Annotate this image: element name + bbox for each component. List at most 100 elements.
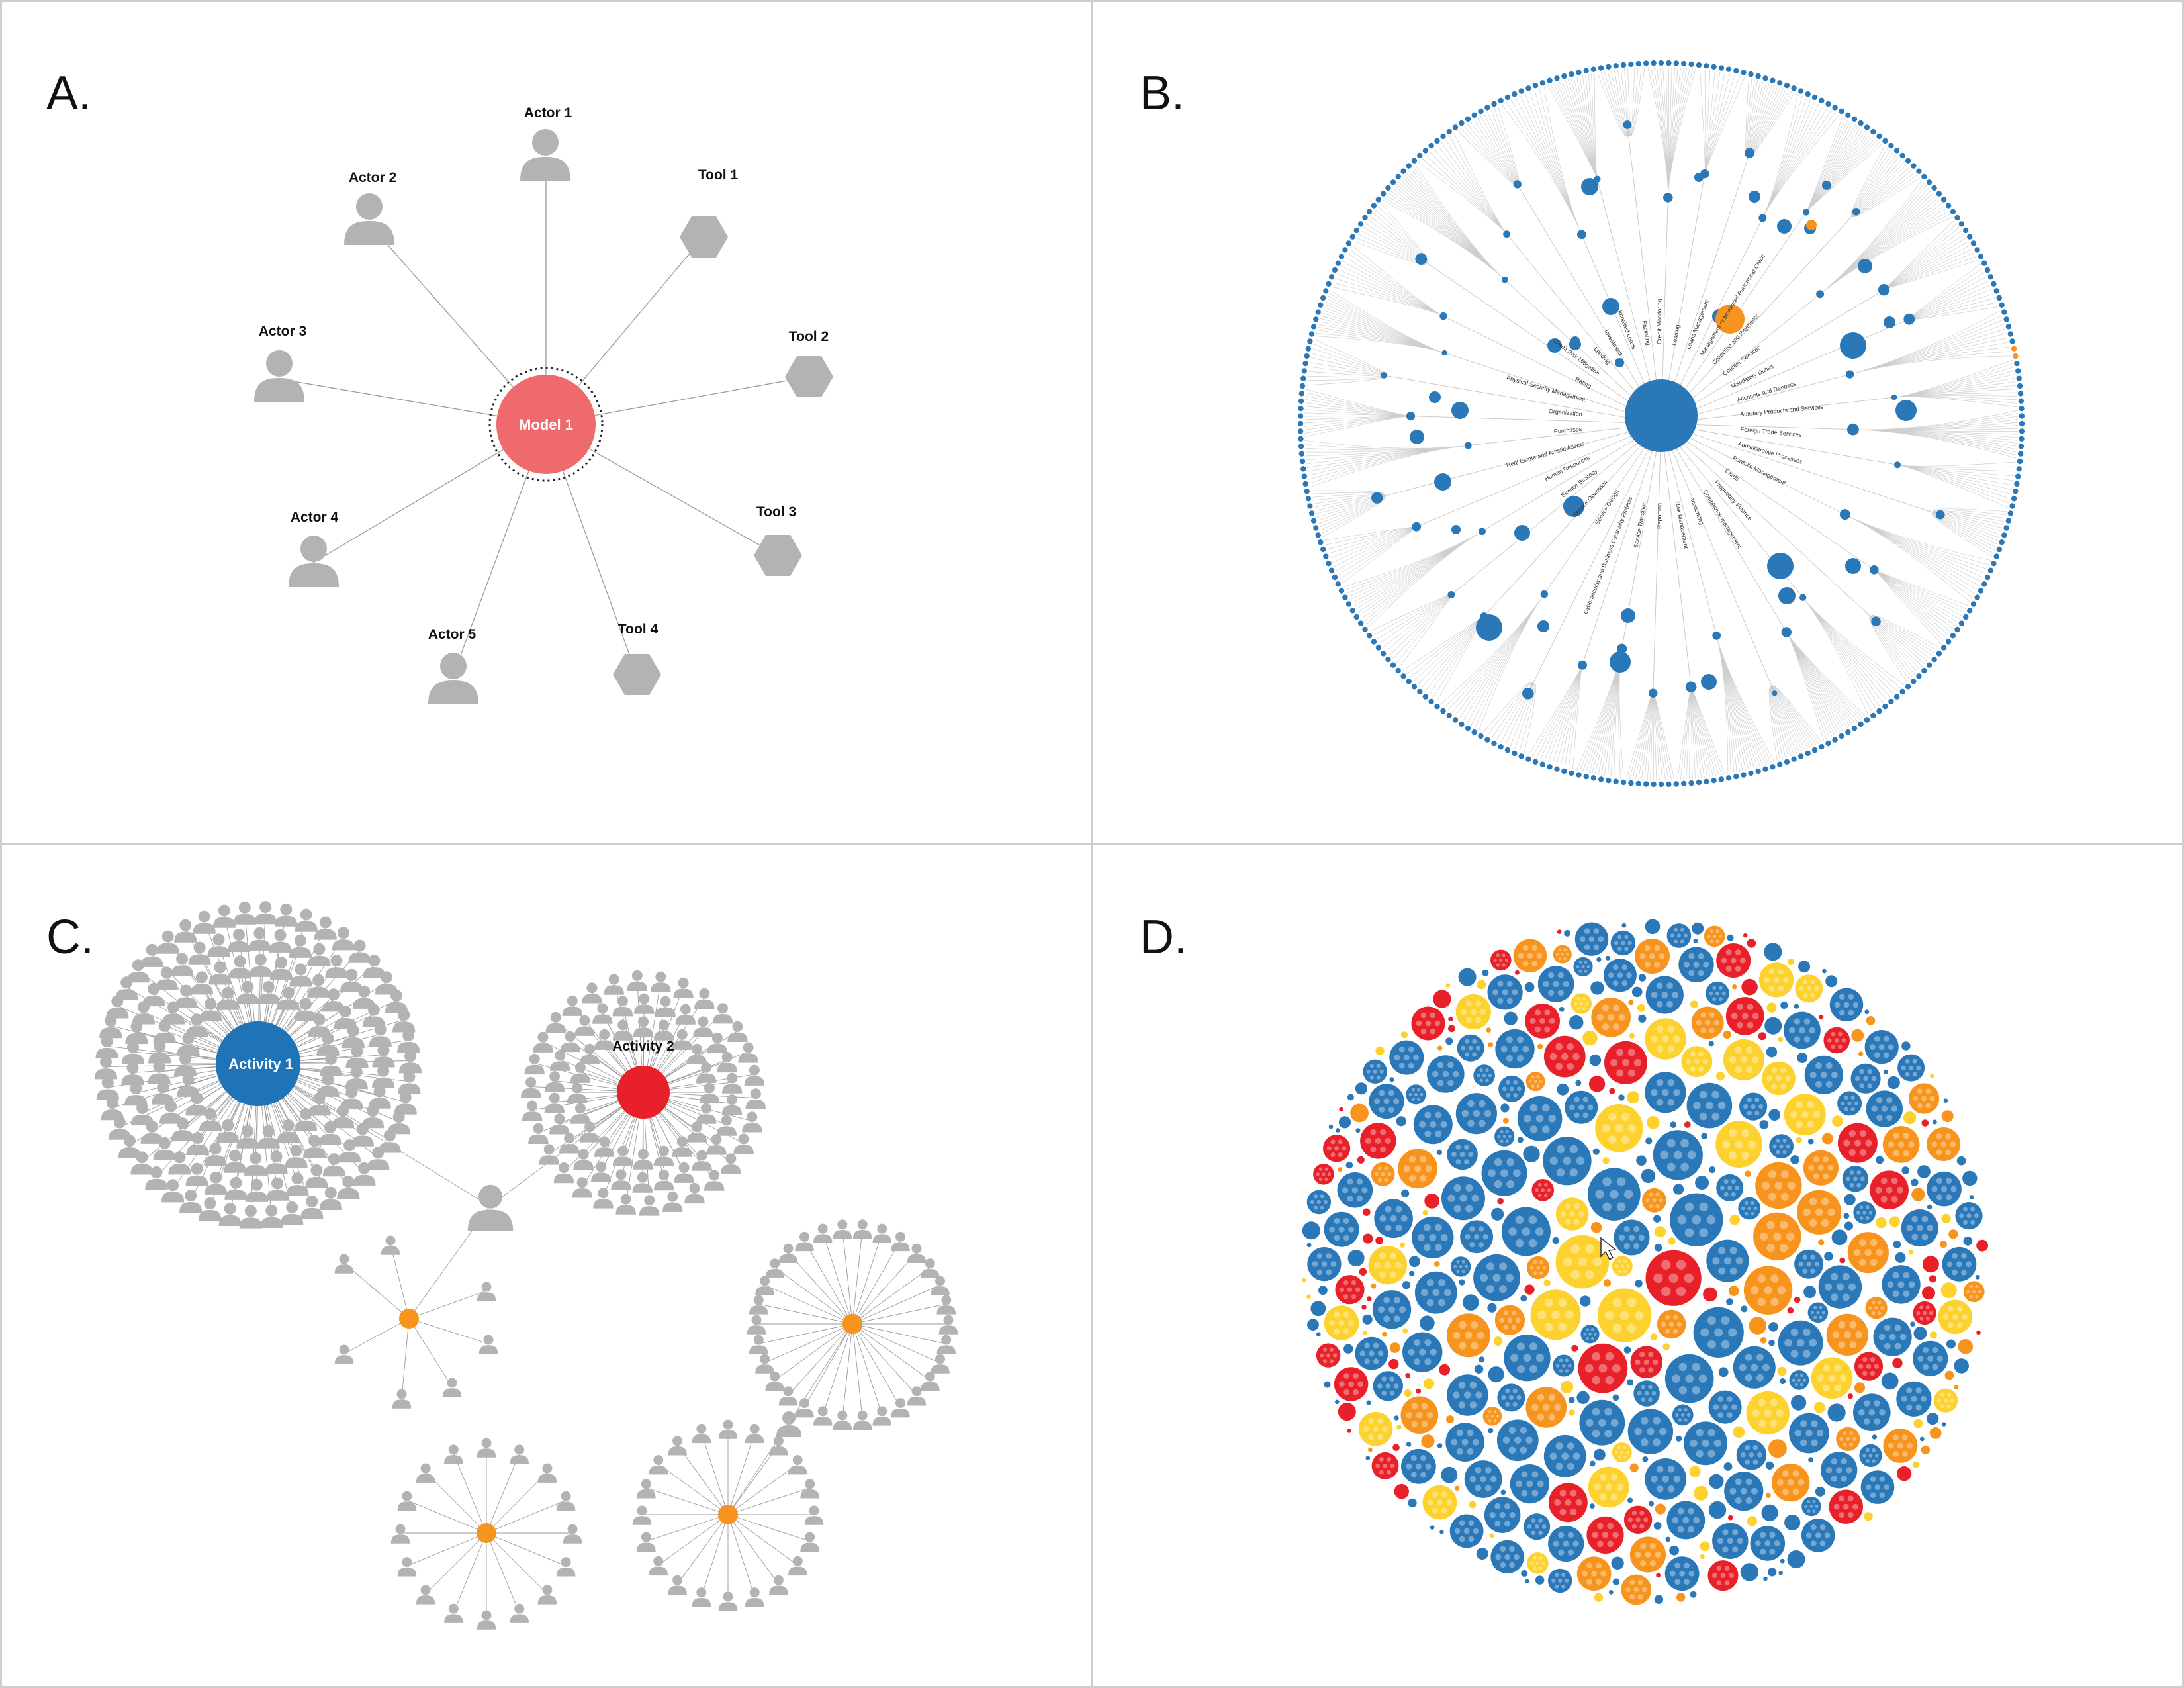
packed-circle[interactable] <box>1553 945 1572 964</box>
leaf-node[interactable] <box>1620 779 1627 786</box>
branch-node[interactable] <box>1799 594 1807 601</box>
packed-circle[interactable] <box>1609 1088 1615 1094</box>
person-icon[interactable] <box>694 988 715 1009</box>
packed-circle[interactable] <box>1975 1274 1980 1280</box>
leaf-node[interactable] <box>1658 60 1664 66</box>
packed-circle[interactable] <box>1664 1556 1700 1591</box>
person-icon[interactable] <box>634 993 655 1014</box>
packed-circle[interactable] <box>1590 1222 1602 1233</box>
packed-circle[interactable] <box>1653 1522 1662 1530</box>
leaf-node[interactable] <box>1323 288 1329 294</box>
leaf-node[interactable] <box>1870 712 1876 719</box>
leaf-node[interactable] <box>1839 108 1844 115</box>
packed-circle[interactable] <box>1767 1568 1777 1577</box>
leaf-node[interactable] <box>1569 71 1574 77</box>
packed-circle[interactable] <box>1703 1287 1717 1302</box>
leaf-node[interactable] <box>1916 168 1922 174</box>
packed-circle[interactable] <box>1739 1092 1768 1121</box>
packed-circle[interactable] <box>1368 1246 1407 1285</box>
leaf-node[interactable] <box>1845 729 1851 735</box>
person-icon[interactable] <box>567 1082 588 1103</box>
packed-circle[interactable] <box>1569 1409 1575 1416</box>
leaf-node[interactable] <box>2007 510 2014 516</box>
leaf-node[interactable] <box>1864 717 1870 723</box>
leaf-node[interactable] <box>2014 481 2020 487</box>
person-icon[interactable] <box>745 1587 764 1607</box>
branch-node[interactable] <box>1412 522 1422 532</box>
person-icon[interactable] <box>738 1042 758 1063</box>
packed-circle[interactable] <box>1389 1342 1400 1353</box>
leaf-node[interactable] <box>1978 254 1984 259</box>
packed-circle[interactable] <box>1842 1166 1869 1192</box>
leaf-node[interactable] <box>1307 338 1313 344</box>
leaf-node[interactable] <box>1366 633 1373 639</box>
branch-node[interactable] <box>1371 492 1383 504</box>
actor-3-node[interactable]: Actor 3 <box>254 324 306 402</box>
packed-circle[interactable] <box>1416 1388 1422 1394</box>
leaf-node[interactable] <box>2018 444 2025 449</box>
leaf-node[interactable] <box>1297 420 1304 427</box>
person-icon[interactable] <box>265 1150 288 1174</box>
packed-circle[interactable] <box>1854 1352 1884 1381</box>
person-icon[interactable] <box>281 1201 304 1225</box>
packed-circle[interactable] <box>1413 1105 1453 1145</box>
leaf-node[interactable] <box>2017 383 2023 389</box>
leaf-node[interactable] <box>1576 772 1582 778</box>
packed-circle[interactable] <box>1359 1268 1367 1276</box>
packed-circle[interactable] <box>1769 1134 1794 1158</box>
person-icon[interactable] <box>627 970 647 991</box>
packed-circle[interactable] <box>1753 1212 1801 1261</box>
orange-hub-node[interactable] <box>399 1309 419 1329</box>
leaf-node[interactable] <box>2018 398 2025 404</box>
packed-circle[interactable] <box>1524 1284 1535 1295</box>
branch-node[interactable] <box>1822 181 1831 190</box>
leaf-node[interactable] <box>1876 133 1882 140</box>
packed-circle[interactable] <box>1794 1249 1824 1279</box>
packed-circle[interactable] <box>1666 923 1692 948</box>
leaf-node[interactable] <box>1718 65 1725 71</box>
leaf-node[interactable] <box>1825 740 1831 747</box>
packed-circle[interactable] <box>1645 1137 1653 1145</box>
packed-circle[interactable] <box>1963 1281 1985 1303</box>
leaf-node[interactable] <box>1375 197 1382 203</box>
packed-circle[interactable] <box>1666 1501 1706 1540</box>
packed-circle[interactable] <box>1831 1229 1848 1246</box>
person-icon[interactable] <box>334 1254 354 1274</box>
person-icon[interactable] <box>651 971 671 992</box>
packed-circle[interactable] <box>1796 1137 1802 1143</box>
packed-circle[interactable] <box>1479 1356 1485 1363</box>
leaf-node[interactable] <box>1484 737 1490 743</box>
packed-circle[interactable] <box>1371 1452 1399 1479</box>
packed-circle[interactable] <box>1758 962 1794 998</box>
packed-circle[interactable] <box>1718 1367 1729 1378</box>
leaf-node[interactable] <box>1434 703 1440 710</box>
packed-circle[interactable] <box>1910 1321 1915 1327</box>
packed-circle[interactable] <box>1589 1503 1595 1509</box>
leaf-node[interactable] <box>1741 772 1747 778</box>
leaf-node[interactable] <box>1375 645 1382 651</box>
leaf-node[interactable] <box>1446 712 1452 719</box>
packed-circle[interactable] <box>1743 933 1748 938</box>
person-icon[interactable] <box>706 1134 727 1155</box>
leaf-node[interactable] <box>1380 651 1387 657</box>
packed-circle[interactable] <box>1691 1006 1724 1039</box>
packed-circle[interactable] <box>1421 1434 1435 1448</box>
leaf-node[interactable] <box>1326 281 1332 287</box>
leaf-node[interactable] <box>1905 158 1911 164</box>
leaf-node[interactable] <box>1547 764 1553 770</box>
packed-circle[interactable] <box>1818 1239 1825 1246</box>
packed-circle[interactable] <box>1724 1472 1764 1511</box>
leaf-node[interactable] <box>1400 168 1406 174</box>
packed-circle[interactable] <box>1448 1025 1455 1033</box>
packed-circle[interactable] <box>1942 1246 1977 1282</box>
leaf-node[interactable] <box>1411 158 1418 164</box>
packed-circle[interactable] <box>1784 1011 1821 1049</box>
packed-circle[interactable] <box>1389 1077 1394 1082</box>
packed-circle[interactable] <box>1580 1295 1591 1307</box>
leaf-node[interactable] <box>1950 209 1956 214</box>
person-icon[interactable] <box>668 1436 687 1456</box>
leaf-node[interactable] <box>1704 63 1709 69</box>
packed-circle[interactable] <box>1543 1434 1586 1477</box>
leaf-node[interactable] <box>1310 324 1317 330</box>
leaf-node[interactable] <box>1345 240 1352 246</box>
